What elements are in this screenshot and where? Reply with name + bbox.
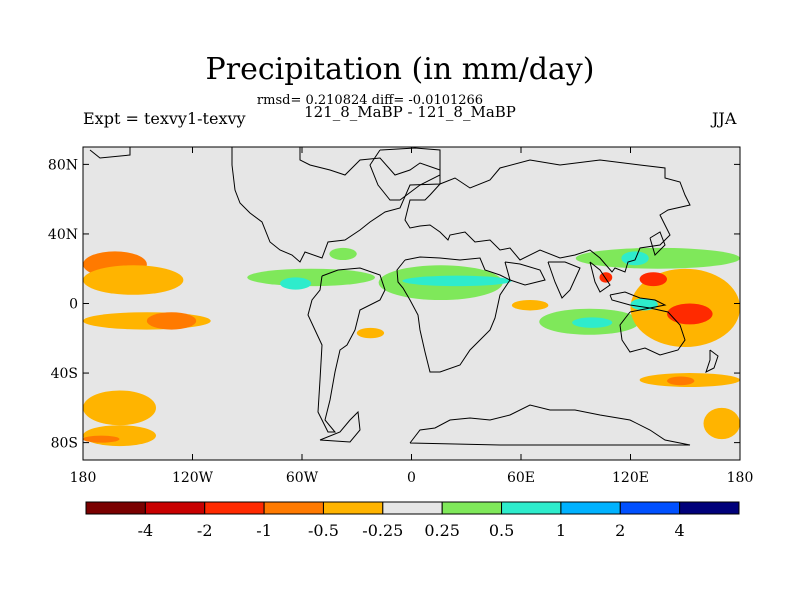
anomaly-region (83, 265, 184, 295)
anomaly-region (639, 272, 667, 287)
colorbar-label: -4 (138, 521, 154, 540)
coastline-south-america (307, 267, 386, 433)
lon-label: 60E (507, 470, 535, 486)
anomaly-region (703, 407, 740, 440)
colorbar-swatch (85, 501, 146, 515)
anomaly-region (667, 303, 713, 325)
lon-label: 180 (70, 470, 97, 486)
colorbar-label: 2 (615, 521, 625, 540)
coastline-arabia (504, 261, 546, 286)
lat-label: 80S (51, 436, 78, 452)
case-label: 121_8_MaBP - 121_8_MaBP (304, 103, 516, 121)
colorbar-label: 1 (556, 521, 566, 540)
axis-ticks: 80N 40N 0 40S 80S 180 120W 60W 0 60E 120E 180 (48, 147, 753, 486)
lat-label: 80N (48, 157, 78, 173)
colorbar-swatch (144, 501, 206, 515)
colorbar-label: 0.5 (489, 521, 514, 540)
lon-label: 180 (727, 470, 754, 486)
coastline-greenland (369, 147, 441, 201)
anomaly-region (83, 425, 156, 447)
anomaly-region (575, 247, 740, 269)
lat-label: 40N (48, 227, 78, 243)
colorbar-swatch (441, 501, 503, 515)
anomaly-region (280, 277, 312, 290)
anomaly-region (146, 312, 197, 330)
anomaly-region (599, 272, 613, 283)
anomaly-region (356, 327, 385, 339)
colorbar-label: -2 (197, 521, 213, 540)
lat-label: 40S (51, 366, 78, 382)
coastline-japan (649, 231, 666, 256)
lon-label: 120E (612, 470, 649, 486)
colorbar-swatch (560, 501, 621, 515)
anomaly-region (83, 390, 156, 426)
lon-label: 0 (407, 470, 416, 486)
colorbar-swatch (322, 501, 384, 515)
colorbar: -4 -2 -1 -0.5 -0.25 0.25 0.5 1 2 4 (85, 501, 740, 540)
colorbar-swatch (263, 501, 324, 515)
coastline-india (547, 261, 581, 299)
coastline-australia (619, 307, 686, 356)
coastline-new-zealand (705, 349, 719, 373)
anomaly-region (667, 376, 695, 386)
colorbar-swatch (619, 501, 681, 515)
coastline-africa (396, 256, 511, 373)
colorbar-label: -0.25 (362, 521, 403, 540)
lon-label: 120W (172, 470, 214, 486)
anomaly-layer (83, 247, 740, 447)
experiment-label: Expt = texvy1-texvy (83, 109, 246, 128)
colorbar-swatch (501, 501, 562, 515)
anomaly-region (247, 268, 375, 287)
colorbar-label: 0.25 (424, 521, 460, 540)
anomaly-region (329, 247, 357, 261)
colorbar-label: -0.5 (308, 521, 339, 540)
colorbar-label: -1 (256, 521, 272, 540)
colorbar-swatch (382, 501, 443, 515)
season-label: JJA (712, 109, 737, 128)
lon-label: 60W (286, 470, 319, 486)
coastline-antarctic-peninsula (319, 410, 361, 443)
anomaly-region (572, 317, 613, 328)
stats-line: rmsd= 0.210824 diff= -0.0101266 (256, 93, 484, 108)
map-title: Precipitation (in mm/day) (205, 52, 595, 87)
coastline-maritime-continent (609, 291, 667, 309)
lat-label: 0 (69, 297, 78, 313)
colorbar-label: 4 (675, 521, 685, 540)
coastline-indochina (589, 261, 611, 293)
anomaly-region (511, 300, 549, 311)
anomaly-region (83, 435, 120, 443)
anomaly-region (402, 275, 512, 287)
coastline-eurasia (404, 159, 691, 273)
colorbar-swatch (204, 501, 265, 515)
anomaly-region (621, 251, 649, 266)
coastline-antarctica (409, 404, 691, 446)
coastline-north-america (231, 146, 441, 263)
colorbar-swatch (679, 501, 740, 515)
